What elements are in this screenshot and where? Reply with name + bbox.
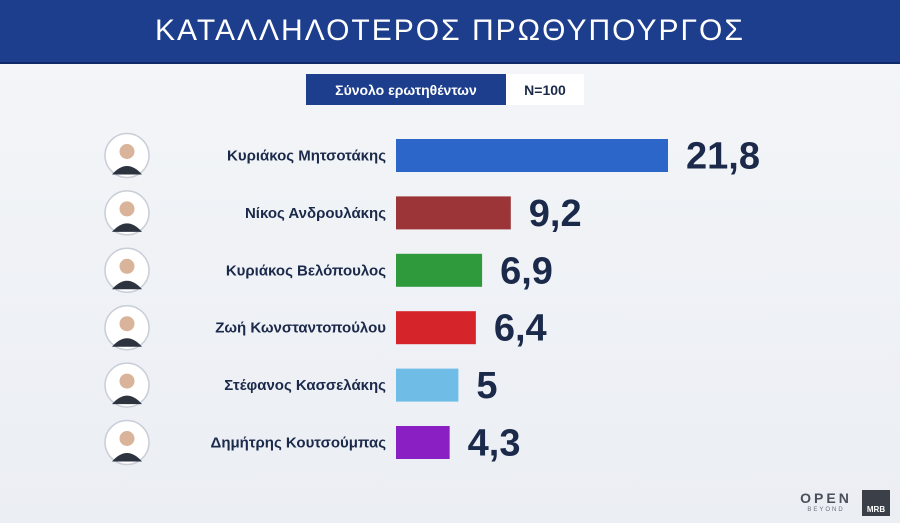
avatar-face bbox=[119, 258, 135, 274]
value-label: 21,8 bbox=[686, 136, 760, 178]
category-label: Στέφανος Κασσελάκης bbox=[224, 377, 386, 394]
category-label: Κυριάκος Βελόπουλος bbox=[226, 262, 386, 279]
value-label: 9,2 bbox=[529, 193, 582, 235]
value-label: 4,3 bbox=[468, 423, 521, 465]
mrb-logo: MRB bbox=[862, 490, 890, 516]
avatar-face bbox=[119, 373, 135, 389]
avatar-body bbox=[112, 223, 142, 232]
avatar-body bbox=[112, 395, 142, 405]
category-label: Δημήτρης Κουτσούμπας bbox=[211, 435, 387, 452]
sample-size-box: Σύνολο ερωτηθέντων N=100 bbox=[306, 74, 584, 105]
value-label: 6,4 bbox=[494, 308, 547, 350]
sample-value: N=100 bbox=[506, 74, 584, 105]
bar bbox=[396, 426, 450, 459]
bar bbox=[396, 139, 668, 172]
sample-label: Σύνολο ερωτηθέντων bbox=[306, 74, 506, 105]
category-label: Νίκος Ανδρουλάκης bbox=[245, 205, 386, 222]
chart-title: ΚΑΤΑΛΛΗΛΟΤΕΡΟΣ ΠΡΩΘΥΠΟΥΡΓΟΣ bbox=[155, 14, 745, 47]
avatar-face bbox=[119, 316, 135, 332]
avatar-face bbox=[119, 201, 135, 217]
avatar-face bbox=[119, 144, 135, 159]
bar bbox=[396, 196, 511, 230]
avatar-face bbox=[119, 431, 135, 446]
open-logo: OPEN bbox=[800, 490, 852, 506]
category-label: Κυριάκος Μητσοτάκης bbox=[227, 148, 386, 165]
bar bbox=[396, 368, 459, 402]
avatar-body bbox=[112, 280, 142, 290]
bar bbox=[396, 311, 476, 345]
avatar-body bbox=[112, 338, 142, 347]
bar bbox=[396, 253, 483, 287]
avatar-body bbox=[112, 453, 142, 462]
category-label: Ζωή Κωνσταντοπούλου bbox=[215, 320, 386, 337]
open-beyond-logo: BEYOND bbox=[807, 507, 845, 513]
avatar-body bbox=[112, 166, 142, 175]
value-label: 5 bbox=[476, 365, 497, 407]
title-bar: ΚΑΤΑΛΛΗΛΟΤΕΡΟΣ ΠΡΩΘΥΠΟΥΡΓΟΣ bbox=[0, 0, 900, 64]
value-label: 6,9 bbox=[500, 250, 553, 292]
